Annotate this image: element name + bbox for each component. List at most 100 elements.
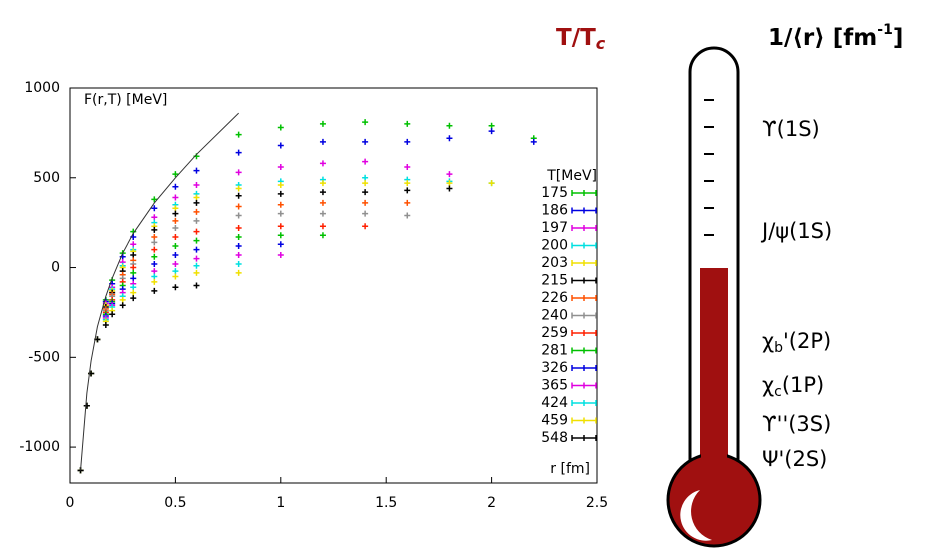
reference-line [80,112,239,471]
y-tick-label: 0 [51,260,60,276]
legend-label: 424 [541,395,568,411]
point [109,311,116,318]
point [151,287,158,294]
legend-label: 240 [541,308,568,324]
point [404,187,411,194]
point [319,189,326,196]
point [193,181,200,188]
point [277,223,284,230]
legend-swatch [571,417,597,424]
legend-label: 226 [541,290,568,306]
point [362,189,369,196]
subscript: b [774,340,783,356]
point [446,135,453,142]
point [130,264,137,271]
radius-label: 1/⟨r⟩ [fm-1] [768,22,903,51]
series [77,251,284,474]
point [193,199,200,206]
point [277,142,284,149]
point [193,228,200,235]
plot-frame [69,87,598,484]
point [277,201,284,208]
legend-swatch [571,330,597,336]
point [151,226,158,233]
point [404,180,411,187]
legend-label: 326 [541,360,568,376]
legend-label: 459 [541,413,568,429]
legend-label: 203 [541,255,568,271]
y-tick-label: -1000 [19,439,60,455]
point [193,237,200,244]
point [193,167,200,174]
point [130,289,137,296]
legend-swatch [571,260,597,266]
legend-swatch [571,242,597,249]
point [235,234,242,241]
point [172,243,179,249]
series [77,199,411,474]
legend-label: 186 [541,203,568,219]
point [488,122,495,129]
text: ] [893,25,904,51]
point [172,234,179,241]
point [172,251,179,258]
point [319,138,326,145]
point [151,273,158,280]
point [319,232,326,239]
point [404,120,411,127]
point [193,282,200,289]
point [277,241,284,248]
legend-swatch [571,400,597,406]
point [172,284,179,291]
point [404,138,411,145]
point [362,210,369,217]
legend-swatch [571,190,597,196]
point [151,239,158,246]
point [235,243,242,249]
point [235,131,242,138]
subscript: c [774,384,782,400]
point [362,180,369,187]
point [277,232,284,239]
legend-label: 175 [541,185,568,201]
point [172,225,179,232]
point [151,196,158,203]
point [102,322,109,328]
point [362,199,369,206]
legend-title: T[MeV] [546,168,597,184]
x-tick-label: 2 [487,495,496,511]
text: (1P) [782,373,824,397]
subscript: c [596,34,606,53]
text: χ [762,329,774,353]
point [151,268,158,275]
legend-swatch [571,312,597,319]
point [172,205,179,212]
point [235,269,242,276]
point [151,214,158,221]
legend-label: 365 [541,378,568,394]
state-label: ϒ''(3S) [762,412,831,436]
y-tick-label: 500 [33,170,60,186]
point [235,185,242,192]
point [151,253,158,260]
legend-label: 548 [541,430,568,446]
legend-swatch [571,295,597,301]
point [362,174,369,181]
point [446,185,453,192]
point [277,124,284,131]
point [446,122,453,129]
series [77,223,369,474]
point [235,260,242,267]
text: ϒ(1S) [762,117,820,141]
point [488,180,495,187]
point [446,180,453,187]
point [446,171,453,178]
point [319,120,326,127]
point [151,278,158,285]
legend-label: 200 [541,238,568,254]
point [193,208,200,215]
point [488,128,495,135]
point [235,225,242,232]
series [77,269,242,474]
point [172,210,179,217]
